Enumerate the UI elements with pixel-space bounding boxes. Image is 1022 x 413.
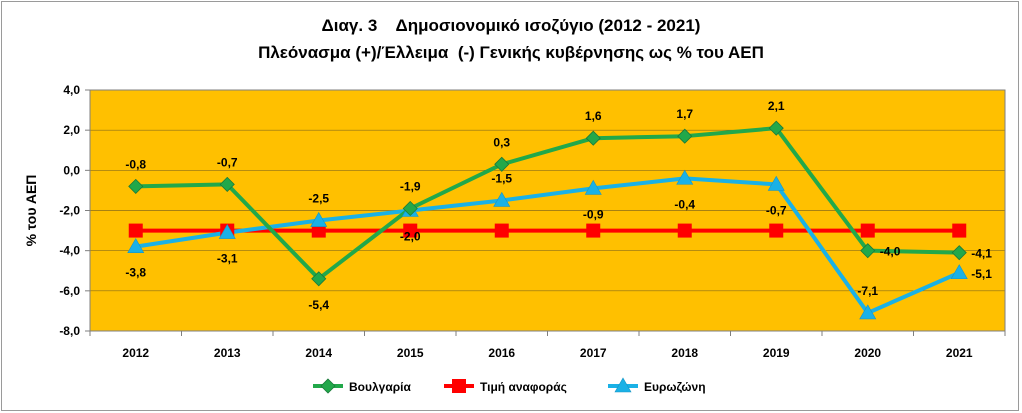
data-point bbox=[860, 243, 876, 259]
y-tick-label: 0,0 bbox=[63, 163, 80, 177]
data-point bbox=[494, 223, 509, 238]
x-tick-label: 2017 bbox=[580, 346, 607, 360]
x-tick-label: 2012 bbox=[122, 346, 149, 360]
data-label: -1,9 bbox=[400, 179, 421, 193]
data-point bbox=[127, 238, 145, 253]
data-point bbox=[585, 130, 601, 146]
x-tick-label: 2020 bbox=[854, 346, 881, 360]
y-tick-label: -6,0 bbox=[59, 284, 80, 298]
legend-label: Βουλγαρία bbox=[349, 380, 411, 394]
y-tick-label: -8,0 bbox=[59, 324, 80, 338]
data-point bbox=[586, 223, 601, 238]
x-tick-label: 2018 bbox=[671, 346, 698, 360]
data-point bbox=[310, 211, 328, 227]
y-axis-label: % του ΑΕΠ bbox=[23, 175, 39, 247]
data-point bbox=[219, 176, 235, 192]
legend-marker bbox=[452, 379, 466, 393]
data-label: 1,6 bbox=[585, 109, 602, 123]
chart-title: Διαγ. 3 Δημοσιονομικό ισοζύγιο (2012 - 2… bbox=[321, 16, 701, 35]
data-point bbox=[677, 128, 693, 144]
x-tick-label: 2021 bbox=[946, 346, 973, 360]
data-point bbox=[218, 223, 236, 239]
data-point bbox=[950, 264, 968, 280]
data-label: -4,0 bbox=[880, 245, 901, 259]
legend-marker bbox=[320, 378, 336, 394]
data-label: -5,4 bbox=[308, 298, 329, 312]
legend-label: Τιμή αναφοράς bbox=[480, 380, 567, 394]
series-line bbox=[135, 126, 960, 281]
data-point bbox=[311, 271, 327, 287]
data-label: -5,1 bbox=[971, 267, 992, 281]
data-label: 2,1 bbox=[768, 99, 785, 113]
data-point bbox=[859, 304, 877, 320]
y-tick-label: 4,0 bbox=[63, 83, 80, 97]
data-point bbox=[677, 223, 692, 238]
data-label: 1,7 bbox=[676, 107, 693, 121]
data-label: -7,1 bbox=[857, 284, 878, 298]
data-point bbox=[403, 223, 418, 238]
data-point bbox=[676, 169, 694, 185]
y-tick-label: -4,0 bbox=[59, 244, 80, 258]
data-point bbox=[952, 223, 967, 238]
legend-label: Ευρωζώνη bbox=[644, 380, 706, 394]
series-line bbox=[135, 176, 961, 315]
data-point bbox=[769, 223, 784, 238]
y-tick-label: 2,0 bbox=[63, 123, 80, 137]
data-point bbox=[860, 223, 875, 238]
data-point bbox=[402, 200, 418, 217]
legend-marker bbox=[614, 377, 632, 393]
data-label: -0,7 bbox=[766, 203, 787, 217]
data-label: -0,9 bbox=[583, 207, 604, 221]
data-label: -1,5 bbox=[491, 171, 512, 185]
data-point bbox=[584, 179, 602, 195]
x-tick-label: 2016 bbox=[488, 346, 515, 360]
data-point bbox=[493, 191, 511, 207]
data-label: 0,3 bbox=[493, 135, 510, 149]
y-tick-label: -2,0 bbox=[59, 204, 80, 218]
data-point bbox=[128, 178, 144, 194]
data-label: -3,8 bbox=[125, 266, 146, 280]
data-label: -4,1 bbox=[971, 247, 992, 261]
x-tick-label: 2014 bbox=[305, 346, 332, 360]
data-label: -0,4 bbox=[674, 197, 695, 211]
data-point bbox=[311, 223, 326, 238]
x-tick-label: 2015 bbox=[397, 346, 424, 360]
chart-subtitle: Πλεόνασμα (+)/Έλλειμα (-) Γενικής κυβέρν… bbox=[258, 43, 764, 62]
data-point bbox=[494, 156, 510, 172]
data-label: -2,5 bbox=[308, 192, 329, 206]
data-point bbox=[951, 245, 967, 261]
data-point bbox=[128, 223, 143, 238]
x-tick-label: 2019 bbox=[763, 346, 790, 360]
data-label: -3,1 bbox=[217, 252, 238, 266]
x-tick-label: 2013 bbox=[214, 346, 241, 360]
data-point bbox=[767, 175, 785, 191]
data-point bbox=[768, 120, 784, 136]
data-label: -2,0 bbox=[400, 230, 421, 244]
data-label: -0,8 bbox=[125, 157, 146, 171]
data-label: -0,7 bbox=[217, 155, 238, 169]
